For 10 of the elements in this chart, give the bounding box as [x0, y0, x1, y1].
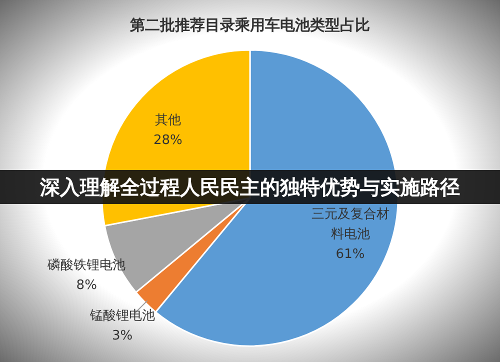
slice-label: 锰酸锂电池: [88, 308, 155, 324]
data-label: 61%: [336, 247, 365, 262]
slice-label: 其他: [154, 113, 181, 128]
slice-label: 三元及复合材料电池: [311, 207, 390, 242]
data-label: 8%: [76, 278, 97, 293]
slice-label: 磷酸铁锂电池: [46, 258, 126, 273]
text: 深入理解全过程人民民主的独特优势与实施路径: [39, 175, 460, 199]
data-label: 3%: [112, 328, 133, 344]
chart-title: 第二批推荐目录乘用车电池类型占比: [129, 16, 370, 34]
data-label: 28%: [153, 133, 182, 148]
